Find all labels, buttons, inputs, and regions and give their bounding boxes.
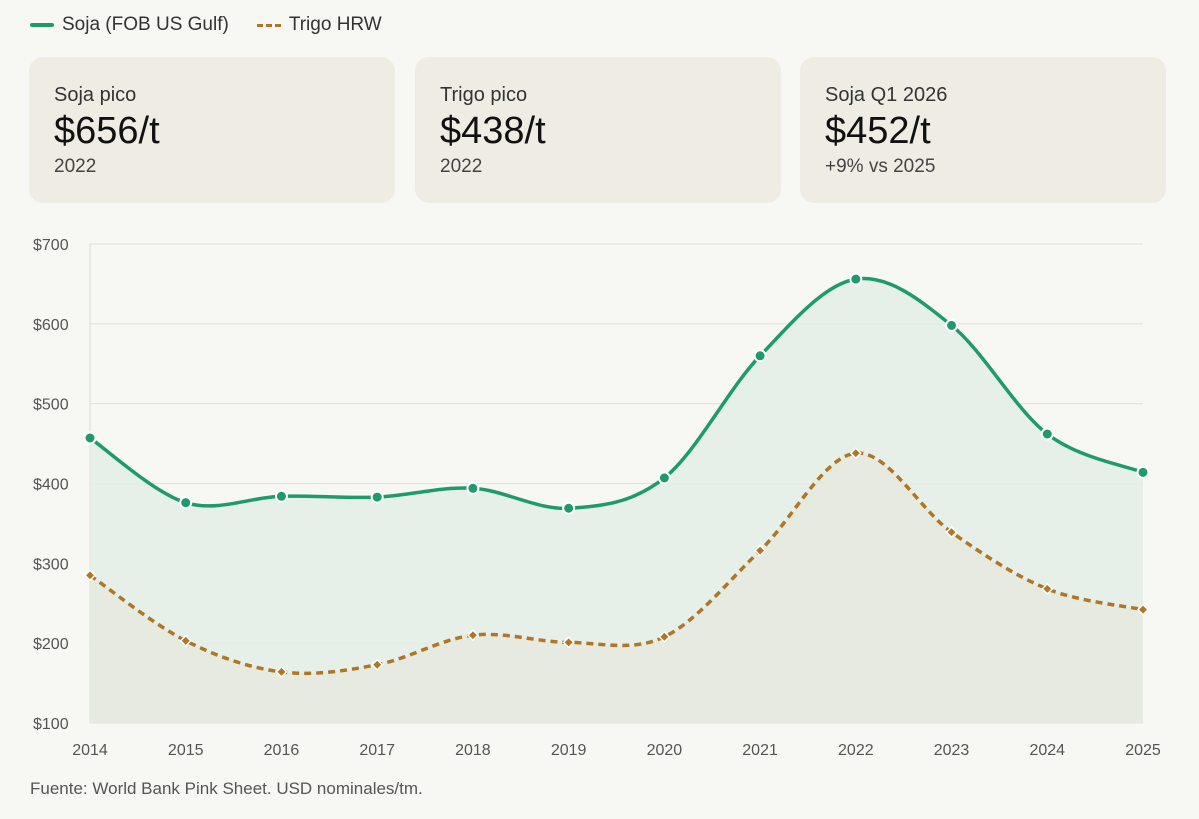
stat-card-value: $656/t xyxy=(54,110,160,152)
source-footnote: Fuente: World Bank Pink Sheet. USD nomin… xyxy=(30,779,423,798)
point-trigo xyxy=(1041,582,1054,595)
legend-item-soja: Soja (FOB US Gulf) xyxy=(30,14,229,36)
x-tick-label: 2020 xyxy=(647,742,683,759)
point-trigo xyxy=(658,630,671,643)
area-trigo xyxy=(90,453,1143,723)
point-soja xyxy=(466,481,480,495)
point-soja xyxy=(849,272,863,286)
point-trigo xyxy=(562,636,575,649)
point-trigo xyxy=(945,526,958,539)
point-trigo xyxy=(179,634,192,647)
stat-card-sub: 2022 xyxy=(54,156,97,177)
stat-card-label: Trigo pico xyxy=(440,84,528,106)
x-tick-label: 2014 xyxy=(72,742,108,759)
y-tick-label: $100 xyxy=(33,716,69,733)
stat-card-value: $452/t xyxy=(825,110,931,152)
point-trigo xyxy=(849,447,862,460)
x-tick-label: 2017 xyxy=(359,742,395,759)
y-axis-tick-labels: $100 $200 $300 $400 $500 $600 $700 xyxy=(33,237,69,733)
point-trigo xyxy=(275,665,288,678)
stat-card-soja-q1: Soja Q1 2026 $452/t +9% vs 2025 xyxy=(800,57,1166,203)
legend-swatch-soja xyxy=(30,23,54,27)
x-tick-label: 2019 xyxy=(551,742,587,759)
point-trigo xyxy=(371,658,384,671)
y-tick-label: $200 xyxy=(33,636,69,653)
stat-card-value: $438/t xyxy=(440,110,546,152)
point-soja xyxy=(1136,465,1150,479)
y-tick-label: $700 xyxy=(33,237,69,254)
series-areas xyxy=(90,278,1143,723)
point-soja xyxy=(657,471,671,485)
point-soja xyxy=(753,349,767,363)
stat-card-sub: 2022 xyxy=(440,156,483,177)
series-points xyxy=(83,272,1150,678)
point-trigo xyxy=(466,629,479,642)
y-tick-label: $400 xyxy=(33,477,69,494)
y-tick-label: $300 xyxy=(33,556,69,573)
x-tick-label: 2025 xyxy=(1125,742,1161,759)
point-soja xyxy=(83,431,97,445)
legend-label-trigo: Trigo HRW xyxy=(288,14,382,35)
x-tick-label: 2016 xyxy=(264,742,300,759)
stat-card-label: Soja pico xyxy=(54,84,137,106)
point-soja xyxy=(562,501,576,515)
x-tick-label: 2021 xyxy=(742,742,778,759)
y-tick-label: $500 xyxy=(33,397,69,414)
x-tick-label: 2023 xyxy=(934,742,970,759)
point-trigo xyxy=(754,544,767,557)
stat-card-soja-peak: Soja pico $656/t 2022 xyxy=(29,57,395,203)
legend-item-trigo: Trigo HRW xyxy=(256,14,382,36)
x-tick-label: 2018 xyxy=(455,742,491,759)
point-soja xyxy=(370,490,384,504)
point-soja xyxy=(274,489,288,503)
chart-legend: Soja (FOB US Gulf) Trigo HRW xyxy=(30,14,382,36)
stat-card-trigo-peak: Trigo pico $438/t 2022 xyxy=(415,57,781,203)
y-tick-label: $600 xyxy=(33,317,69,334)
legend-swatch-trigo xyxy=(256,23,281,27)
stat-card-label: Soja Q1 2026 xyxy=(825,84,948,106)
point-soja xyxy=(179,496,193,510)
x-tick-label: 2024 xyxy=(1029,742,1065,759)
x-tick-label: 2022 xyxy=(838,742,874,759)
legend-label-soja: Soja (FOB US Gulf) xyxy=(62,14,229,35)
point-soja xyxy=(945,318,959,332)
stat-card-sub: +9% vs 2025 xyxy=(825,156,936,177)
point-trigo xyxy=(83,569,97,582)
x-tick-label: 2015 xyxy=(168,742,204,759)
x-axis-tick-labels: 2014 2015 2016 2017 2018 2019 2020 2021 2022 2023… xyxy=(72,742,1161,759)
point-trigo xyxy=(1136,603,1150,616)
price-line-chart: $100$200$300$400$500$600$700 2014 2015 201… xyxy=(33,237,1161,759)
point-soja xyxy=(1040,427,1054,441)
stat-cards: Soja pico $656/t 2022 Trigo pico $438/t … xyxy=(29,57,1166,203)
